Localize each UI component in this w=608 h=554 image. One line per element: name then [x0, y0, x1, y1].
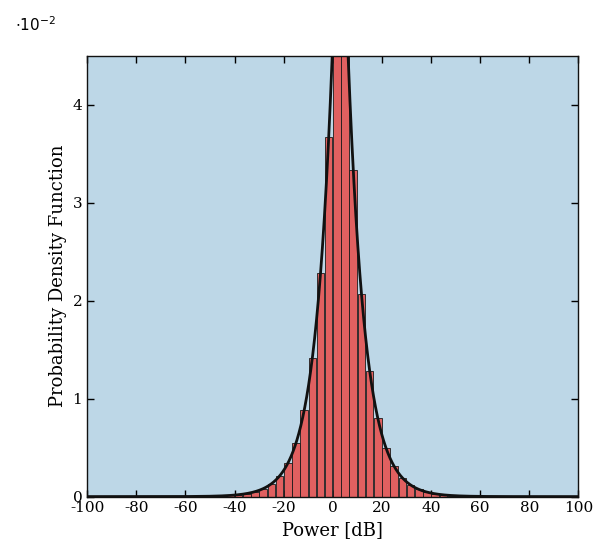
Bar [350, 170, 357, 496]
Bar [407, 485, 414, 496]
Text: $\cdot 10^{-2}$: $\cdot 10^{-2}$ [15, 15, 56, 34]
Bar [243, 494, 250, 496]
Bar [309, 358, 316, 496]
Bar [333, 0, 340, 496]
Bar [276, 476, 283, 496]
Bar [358, 294, 365, 496]
Y-axis label: Probability Density Function: Probability Density Function [49, 145, 67, 407]
Bar [235, 495, 243, 496]
Bar [227, 495, 234, 496]
Bar [292, 443, 300, 496]
Bar [300, 411, 308, 496]
Bar [260, 489, 267, 496]
Bar [325, 137, 333, 496]
Bar [447, 495, 455, 496]
Bar [268, 484, 275, 496]
Bar [284, 463, 292, 496]
Bar [374, 418, 382, 496]
X-axis label: Power [dB]: Power [dB] [282, 521, 383, 539]
Bar [341, 0, 349, 496]
Bar [431, 494, 439, 496]
Bar [440, 495, 447, 496]
Bar [251, 491, 259, 496]
Bar [390, 466, 398, 496]
Bar [366, 371, 373, 496]
Bar [399, 478, 406, 496]
Bar [382, 448, 390, 496]
Bar [317, 274, 324, 496]
Bar [423, 492, 430, 496]
Bar [415, 489, 423, 496]
